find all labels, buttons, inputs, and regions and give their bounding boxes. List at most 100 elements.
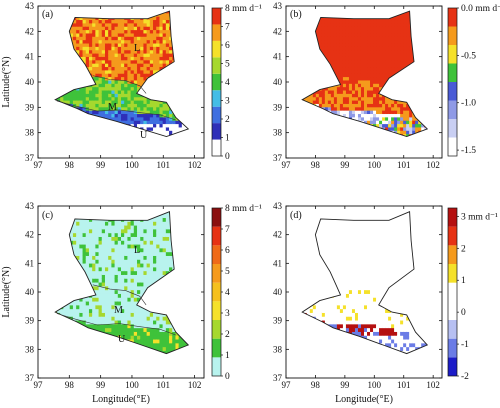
- grid-cell: [92, 69, 96, 74]
- grid-cell: [55, 217, 58, 222]
- grid-cell: [108, 120, 112, 125]
- grid-cell: [114, 274, 119, 279]
- grid-cell: [111, 59, 116, 64]
- grid-cell: [427, 16, 428, 21]
- grid-cell: [354, 110, 359, 115]
- grid-cell: [76, 335, 80, 340]
- grid-cell: [156, 96, 161, 101]
- grid-cell: [403, 39, 407, 44]
- grid-cell: [354, 59, 359, 64]
- grid-cell: [181, 89, 186, 94]
- grid-cell: [185, 69, 189, 74]
- grid-cell: [146, 323, 151, 329]
- grid-cell: [130, 42, 135, 47]
- grid-cell: [318, 116, 323, 121]
- grid-cell: [427, 59, 428, 64]
- grid-cell: [104, 259, 109, 264]
- grid-cell: [385, 106, 389, 111]
- grid-cell: [143, 278, 148, 283]
- grid-cell: [101, 323, 106, 329]
- grid-cell: [101, 304, 106, 310]
- grid-cell: [124, 49, 128, 54]
- grid-cell: [56, 217, 61, 222]
- colorbar-swatch: [448, 63, 457, 82]
- grid-cell: [117, 83, 122, 88]
- grid-cell: [51, 301, 55, 305]
- grid-cell: [309, 42, 314, 47]
- grid-cell: [298, 120, 302, 124]
- grid-cell: [382, 32, 386, 37]
- grid-cell: [394, 66, 398, 71]
- grid-cell: [175, 22, 180, 27]
- grid-cell: [88, 99, 93, 104]
- grid-cell: [354, 130, 359, 135]
- grid-cell: [108, 240, 112, 245]
- grid-cell: [92, 46, 96, 51]
- grid-cell: [388, 106, 392, 111]
- grid-cell: [156, 89, 161, 94]
- grid-cell: [415, 99, 419, 104]
- grid-cell: [303, 29, 308, 34]
- grid-cell: [149, 251, 154, 256]
- grid-cell: [370, 103, 374, 108]
- grid-cell: [379, 76, 383, 81]
- grid-cell: [403, 19, 407, 24]
- grid-cell: [111, 130, 116, 135]
- grid-cell: [51, 236, 55, 240]
- grid-cell: [98, 12, 103, 17]
- grid-cell: [400, 49, 404, 54]
- grid-cell: [418, 89, 422, 94]
- grid-cell: [302, 29, 305, 34]
- grid-cell: [60, 22, 64, 27]
- grid-cell: [130, 66, 135, 71]
- grid-cell: [421, 26, 425, 31]
- grid-cell: [172, 130, 177, 135]
- grid-cell: [181, 76, 186, 81]
- grid-cell: [391, 137, 395, 141]
- grid-cell: [95, 52, 100, 57]
- grid-cell: [388, 42, 392, 47]
- grid-cell: [388, 103, 392, 108]
- grid-cell: [95, 66, 100, 71]
- grid-cell: [185, 73, 189, 78]
- grid-cell: [117, 270, 122, 275]
- grid-cell: [367, 130, 371, 135]
- grid-cell: [104, 228, 109, 234]
- grid-cell: [117, 262, 122, 268]
- colorbar-swatch: [212, 90, 221, 107]
- grid-cell: [101, 76, 106, 81]
- grid-cell: [178, 66, 183, 71]
- grid-cell: [60, 133, 64, 137]
- grid-cell: [406, 59, 410, 64]
- grid-cell: [51, 290, 55, 294]
- grid-cell: [149, 120, 154, 125]
- grid-cell: [117, 300, 122, 306]
- grid-cell: [143, 6, 147, 10]
- grid-cell: [339, 106, 344, 111]
- grid-cell: [60, 126, 64, 131]
- grid-cell: [111, 323, 116, 329]
- grid-cell: [143, 285, 148, 291]
- y-tick-label: 38: [25, 128, 35, 138]
- grid-cell: [351, 42, 356, 47]
- grid-cell: [114, 116, 119, 121]
- grid-cell: [121, 289, 125, 294]
- grid-cell: [357, 103, 362, 108]
- grid-cell: [101, 73, 106, 78]
- grid-cell: [72, 89, 77, 94]
- grid-cell: [376, 42, 380, 47]
- grid-cell: [130, 297, 135, 302]
- grid-cell: [354, 12, 359, 17]
- grid-cell: [117, 266, 122, 272]
- grid-cell: [306, 130, 311, 135]
- grid-cell: [169, 83, 173, 88]
- grid-cell: [134, 354, 138, 358]
- grid-cell: [298, 23, 302, 27]
- grid-cell: [101, 289, 106, 294]
- grid-cell: [89, 6, 93, 10]
- grid-cell: [327, 99, 332, 104]
- grid-cell: [133, 335, 138, 340]
- grid-cell: [105, 137, 109, 141]
- grid-cell: [143, 274, 148, 279]
- grid-cell: [149, 350, 154, 354]
